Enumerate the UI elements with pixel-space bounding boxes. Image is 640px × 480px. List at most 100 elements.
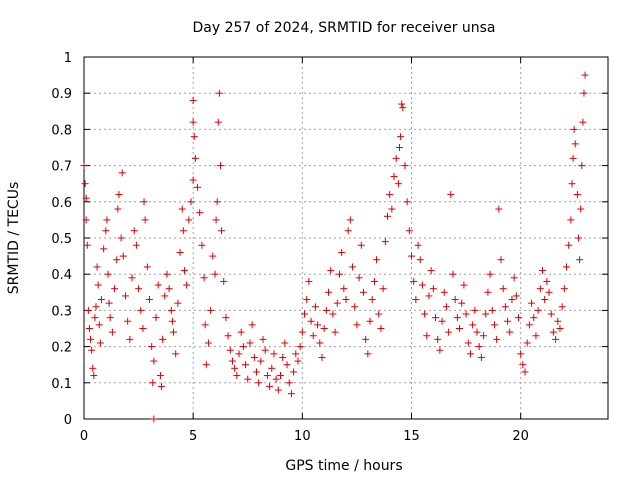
x-axis-label: GPS time / hours [285,458,402,474]
x-tick-label: 15 [403,429,420,444]
data-point [549,328,557,336]
data-point [215,89,223,97]
data-point [283,361,291,369]
data-point [235,350,243,358]
data-point [231,364,239,372]
data-point [351,303,359,311]
data-point [423,332,431,340]
data-point [429,285,437,293]
data-point [103,216,111,224]
y-tick-label: 0.8 [51,123,72,138]
data-point [325,288,333,296]
data-point [563,263,571,271]
data-point [416,256,424,264]
data-point [154,281,162,289]
data-point [395,144,403,151]
y-tick-label: 0.6 [51,196,72,211]
data-point [577,205,585,213]
data-point [349,263,357,271]
data-point [198,241,206,249]
data-point [386,191,394,199]
y-tick-label: 0.4 [51,268,72,283]
data-point [567,216,575,224]
data-point [552,335,560,343]
data-point [132,241,140,249]
data-point [370,277,378,285]
data-point [394,180,402,188]
data-point [318,353,326,361]
data-point [368,296,376,304]
data-point [517,350,525,358]
data-point [565,241,573,249]
data-point [379,285,387,293]
data-point [108,328,116,336]
y-axis-label: SRMTID / TECUs [6,182,22,295]
data-point [121,292,129,300]
data-point [414,241,422,249]
data-point [320,325,328,332]
data-point [307,317,315,325]
data-point [259,335,267,343]
data-point [521,368,529,376]
data-point [220,277,228,285]
data-point [543,277,551,285]
data-point [191,154,199,162]
data-point [510,274,518,282]
data-point [279,353,287,361]
data-point [490,321,498,329]
data-point [504,317,512,325]
data-point [547,310,555,318]
data-point [480,332,488,340]
data-point [117,234,125,242]
data-point [143,263,151,271]
data-point [170,328,178,336]
data-point [497,256,505,264]
data-point [408,252,415,260]
data-point [185,216,193,224]
data-point [244,375,252,383]
data-point [381,238,389,246]
data-point [84,306,92,314]
data-point [178,205,186,213]
data-point [570,125,578,133]
data-point [462,310,470,318]
data-point [165,285,173,293]
data-point [477,353,485,361]
data-point [242,361,250,369]
data-point [519,361,527,369]
data-point [140,198,148,206]
data-point [163,270,171,278]
data-point [442,303,450,311]
data-point [362,335,370,343]
x-tick-label: 0 [80,429,88,444]
data-point [493,335,501,343]
data-point [87,335,95,343]
data-point [466,350,474,358]
data-point [440,288,448,296]
data-point [226,346,234,354]
data-point [146,296,153,304]
data-point [189,118,197,126]
data-point [168,317,176,325]
data-point [447,191,455,199]
data-point [222,314,230,322]
data-point [554,317,562,325]
data-point [541,296,549,304]
data-point [104,270,112,278]
data-point [180,267,188,275]
data-point [576,256,584,264]
data-point [397,133,405,141]
data-point [579,118,587,126]
data-point [575,234,583,242]
data-point [375,310,383,318]
data-point [445,328,453,336]
data-point [204,339,212,347]
data-point [436,346,444,354]
data-point [401,162,409,170]
data-point [179,227,187,235]
y-tick-label: 0.1 [51,377,72,392]
data-point [174,299,182,307]
data-point [366,317,374,325]
data-point [536,285,544,293]
data-point [342,296,350,304]
